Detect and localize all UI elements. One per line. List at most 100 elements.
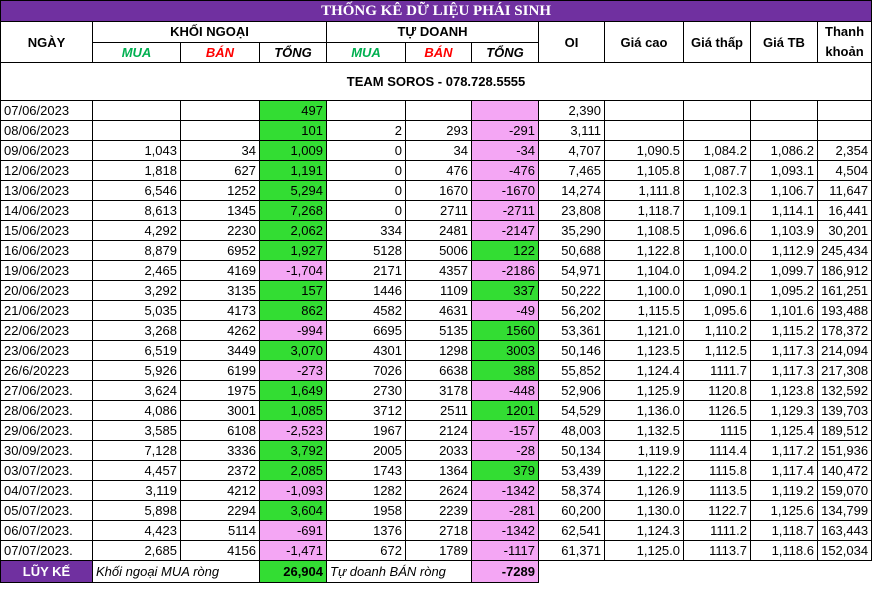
cell-date: 19/06/2023 — [0, 260, 93, 281]
cell-kn-mua: 3,119 — [92, 480, 181, 501]
cell-kn-tong: -1,704 — [259, 260, 327, 281]
cell-td-mua: 6695 — [326, 320, 406, 341]
cell-td-ban: 1789 — [405, 540, 472, 561]
cell-kn-ban: 4156 — [180, 540, 260, 561]
cell-td-tong: -28 — [471, 440, 539, 461]
cell-gia-thap: 1115.8 — [683, 460, 751, 481]
cell-gia-thap: 1,087.7 — [683, 160, 751, 181]
total-kn-text: Khối ngoại MUA ròng — [92, 560, 260, 583]
cell-thanh-khoan: 140,472 — [816, 460, 872, 481]
cell-kn-tong: 1,927 — [259, 240, 327, 261]
cell-kn-mua: 7,128 — [92, 440, 181, 461]
cell-td-mua: 1376 — [326, 520, 406, 541]
cell-gia-thap: 1,096.6 — [683, 220, 751, 241]
cell-oi: 56,202 — [538, 300, 605, 321]
cell-thanh-khoan: 217,308 — [816, 360, 872, 381]
cell-date: 22/06/2023 — [0, 320, 93, 341]
cell-kn-ban: 3135 — [180, 280, 260, 301]
cell-date: 13/06/2023 — [0, 180, 93, 201]
cell-kn-mua — [92, 120, 181, 141]
cell-date: 23/06/2023 — [0, 340, 93, 361]
cell-oi: 60,200 — [538, 500, 605, 521]
cell-gia-tb: 1,099.7 — [750, 260, 818, 281]
cell-gia-cao: 1,122.8 — [604, 240, 684, 261]
table-row: 07/07/2023. 2,685 4156 -1,471 672 1789 -1117 61… — [0, 540, 872, 561]
cell-oi: 54,971 — [538, 260, 605, 281]
cell-date: 06/07/2023. — [0, 520, 93, 541]
cell-td-mua: 4582 — [326, 300, 406, 321]
total-td-text: Tự doanh BÁN ròng — [326, 560, 472, 583]
total-label: LŨY KẾ — [0, 560, 93, 583]
cell-td-tong: -476 — [471, 160, 539, 181]
cell-td-ban: 4631 — [405, 300, 472, 321]
cell-kn-tong: 157 — [259, 280, 327, 301]
cell-gia-thap: 1,110.2 — [683, 320, 751, 341]
cell-td-mua: 1282 — [326, 480, 406, 501]
cell-gia-tb: 1,115.2 — [750, 320, 818, 341]
cell-kn-tong: 862 — [259, 300, 327, 321]
cell-kn-mua: 6,546 — [92, 180, 181, 201]
cell-kn-ban: 6952 — [180, 240, 260, 261]
cell-td-ban: 1670 — [405, 180, 472, 201]
table-row: 26/6/20223 5,926 6199 -273 7026 6638 388 55,852… — [0, 360, 872, 381]
cell-date: 16/06/2023 — [0, 240, 93, 261]
cell-kn-tong: -691 — [259, 520, 327, 541]
cell-thanh-khoan: 151,936 — [816, 440, 872, 461]
cell-gia-tb: 1,119.2 — [750, 480, 818, 501]
cell-gia-cao: 1,123.5 — [604, 340, 684, 361]
cell-kn-tong: 1,649 — [259, 380, 327, 401]
table-row: 23/06/2023 6,519 3449 3,070 4301 1298 3003 50,1… — [0, 340, 872, 361]
cell-kn-mua — [92, 100, 181, 121]
cell-gia-tb: 1,095.2 — [750, 280, 818, 301]
cell-td-tong: -157 — [471, 420, 539, 441]
header-thanh-khoan: Thanh khoản — [816, 21, 872, 63]
cell-gia-tb: 1,118.6 — [750, 540, 818, 561]
cell-gia-tb: 1,125.6 — [750, 500, 818, 521]
cell-td-tong: 122 — [471, 240, 539, 261]
cell-kn-tong: 1,009 — [259, 140, 327, 161]
cell-kn-ban: 34 — [180, 140, 260, 161]
cell-td-tong — [471, 100, 539, 121]
table-row: 09/06/2023 1,043 34 1,009 0 34 -34 4,707 1,090.5… — [0, 140, 872, 161]
cell-gia-cao: 1,122.2 — [604, 460, 684, 481]
cell-td-tong: 388 — [471, 360, 539, 381]
cell-td-ban: 34 — [405, 140, 472, 161]
cell-kn-tong: 1,085 — [259, 400, 327, 421]
cell-thanh-khoan: 161,251 — [816, 280, 872, 301]
cell-td-ban: 2033 — [405, 440, 472, 461]
cell-td-ban: 2481 — [405, 220, 472, 241]
cell-kn-mua: 3,268 — [92, 320, 181, 341]
cell-td-mua: 0 — [326, 200, 406, 221]
cell-kn-tong: -273 — [259, 360, 327, 381]
cell-kn-tong: 3,604 — [259, 500, 327, 521]
cell-oi: 48,003 — [538, 420, 605, 441]
cell-gia-cao — [604, 100, 684, 121]
cell-gia-thap: 1113.7 — [683, 540, 751, 561]
cell-oi: 3,111 — [538, 120, 605, 141]
cell-td-ban: 5135 — [405, 320, 472, 341]
cell-oi: 2,390 — [538, 100, 605, 121]
cell-td-tong: -281 — [471, 500, 539, 521]
cell-td-mua: 1958 — [326, 500, 406, 521]
cell-date: 28/06/2023. — [0, 400, 93, 421]
cell-gia-tb: 1,117.4 — [750, 460, 818, 481]
cell-thanh-khoan: 11,647 — [816, 180, 872, 201]
cell-kn-mua: 3,292 — [92, 280, 181, 301]
cell-kn-mua: 6,519 — [92, 340, 181, 361]
cell-td-tong: -2711 — [471, 200, 539, 221]
cell-gia-thap: 1122.7 — [683, 500, 751, 521]
cell-date: 27/06/2023. — [0, 380, 93, 401]
cell-gia-cao: 1,090.5 — [604, 140, 684, 161]
cell-date: 07/07/2023. — [0, 540, 93, 561]
cell-oi: 35,290 — [538, 220, 605, 241]
cell-thanh-khoan — [816, 120, 872, 141]
cell-gia-tb: 1,101.6 — [750, 300, 818, 321]
table-row: 19/06/2023 2,465 4169 -1,704 2171 4357 -2186 54… — [0, 260, 872, 281]
cell-date: 15/06/2023 — [0, 220, 93, 241]
cell-gia-thap: 1114.4 — [683, 440, 751, 461]
cell-td-tong: 379 — [471, 460, 539, 481]
cell-td-mua: 1743 — [326, 460, 406, 481]
cell-td-ban: 6638 — [405, 360, 472, 381]
header-td-tong: TỔNG — [471, 41, 539, 63]
cell-gia-thap: 1115 — [683, 420, 751, 441]
